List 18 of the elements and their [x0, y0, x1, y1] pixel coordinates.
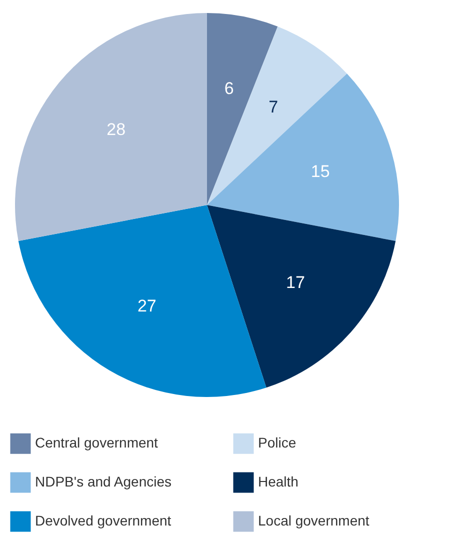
pie-slice: [207, 26, 347, 205]
pie-slice: [18, 205, 266, 397]
legend-label: Central government: [35, 434, 158, 451]
data-label: 17: [286, 273, 305, 292]
pie-slice: [15, 13, 207, 241]
pie-slice: [207, 13, 278, 205]
data-label: 7: [268, 97, 278, 116]
data-label: 28: [106, 120, 126, 139]
data-label: 15: [310, 162, 330, 182]
legend-label: Local government: [258, 512, 370, 528]
legend-label: Police: [258, 434, 296, 451]
legend-label: NDPB's and Agencies: [35, 474, 172, 490]
data-label: 6: [224, 79, 234, 98]
legend-label: Devolved government: [35, 512, 172, 528]
pie-slice: [207, 74, 399, 241]
data-label: 27: [137, 296, 156, 316]
pie-slice: [207, 205, 396, 388]
legend-label: Health: [258, 474, 298, 490]
